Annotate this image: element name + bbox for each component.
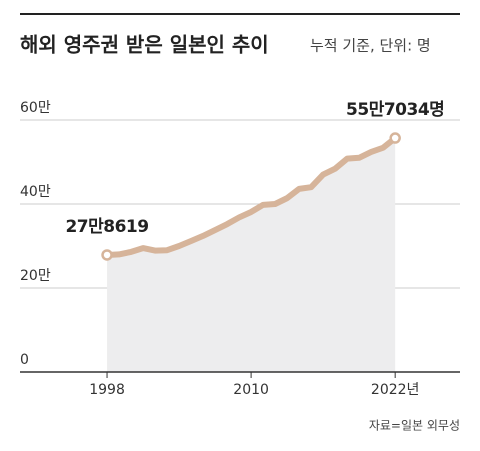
- area: [107, 138, 396, 372]
- point-marker: [101, 249, 113, 261]
- line: [106, 135, 398, 258]
- x-tick-label: 2022년: [371, 382, 420, 398]
- value-label: 55만7034명: [346, 100, 444, 120]
- y-tick-label: 40만: [20, 184, 51, 200]
- point-marker: [389, 132, 401, 144]
- source: 자료=일본 외무성: [369, 419, 460, 433]
- y-tick-label: 0: [20, 352, 29, 368]
- x-tick-label: 1998: [89, 382, 125, 398]
- x-tick-label: 2010: [233, 382, 269, 398]
- value-label: 27만8619: [65, 217, 148, 237]
- y-tick-label: 20만: [20, 268, 51, 284]
- chart-title: 해외 영주권 받은 일본인 추이: [20, 33, 269, 57]
- chart-subtitle: 누적 기준, 단위: 명: [310, 37, 431, 55]
- y-tick-label: 60만: [20, 100, 51, 116]
